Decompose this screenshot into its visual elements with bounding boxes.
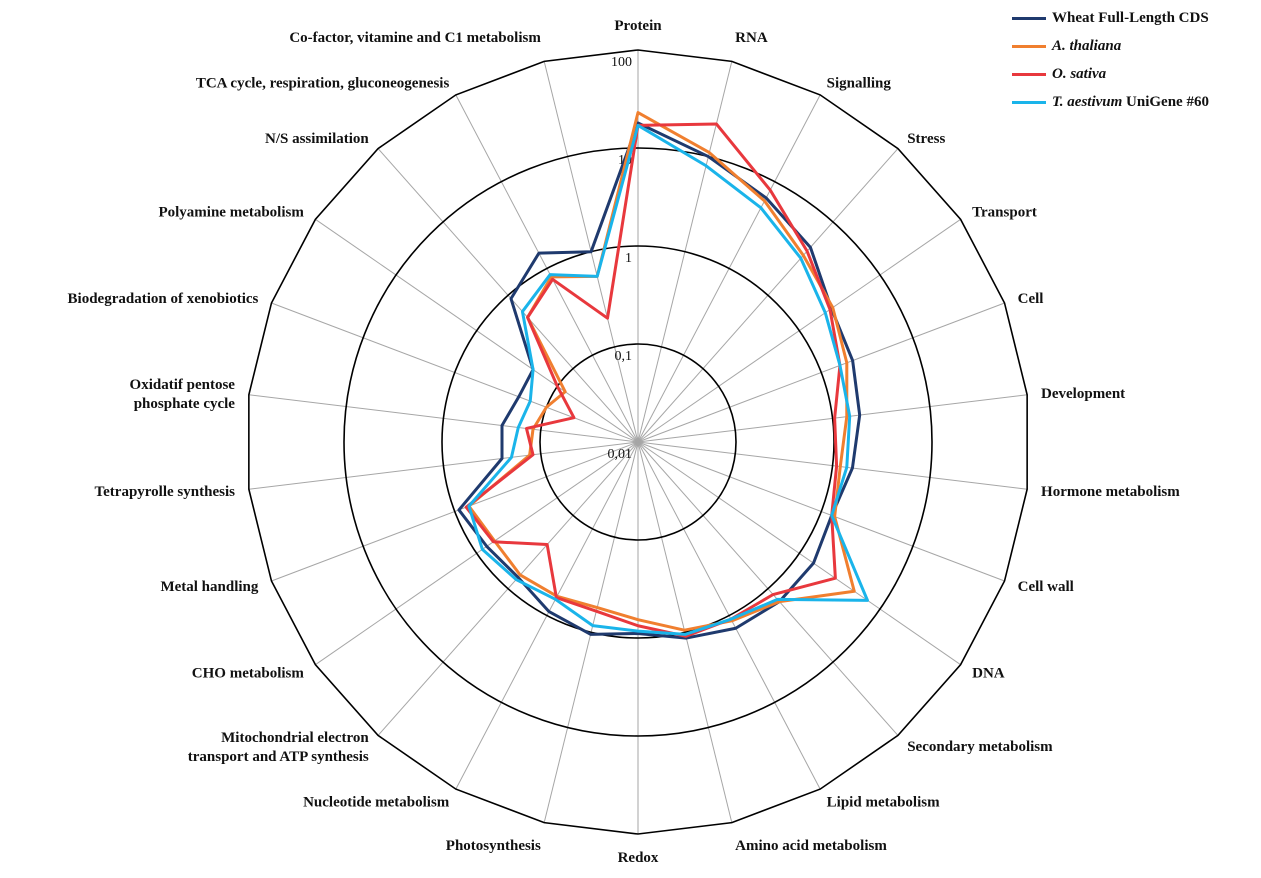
category-label: Photosynthesis <box>446 838 541 854</box>
category-label: TCA cycle, respiration, gluconeogenesis <box>196 76 450 92</box>
category-label: Development <box>1041 386 1125 402</box>
category-label: Transport <box>972 204 1037 220</box>
radar-outer-ring <box>248 49 1028 835</box>
category-label: Signalling <box>827 76 892 92</box>
tick-label: 100 <box>611 55 632 70</box>
category-label: Cell <box>1018 291 1044 307</box>
radar-grid-ring <box>441 245 835 639</box>
series-line <box>467 111 856 632</box>
category-label: Redox <box>618 850 659 866</box>
legend-swatch <box>1012 72 1046 76</box>
legend-item: O. sativa <box>1012 60 1257 88</box>
category-label: Tetrapyrolle synthesis <box>95 484 236 500</box>
category-label: Nucleotide metabolism <box>303 794 450 810</box>
category-label: Biodegradation of xenobiotics <box>68 291 259 307</box>
legend-label: O. sativa <box>1052 65 1107 82</box>
category-label: RNA <box>735 30 768 46</box>
series-line <box>464 122 842 638</box>
legend-label: Wheat Full-Length CDS <box>1052 9 1209 26</box>
legend-label: A. thaliana <box>1052 37 1122 54</box>
legend: Wheat Full-Length CDS A. thaliana O. sat… <box>1012 4 1257 116</box>
series-line <box>467 123 869 636</box>
legend-swatch <box>1012 44 1046 48</box>
category-label: N/S assimilation <box>265 131 369 147</box>
legend-item: Wheat Full-Length CDS <box>1012 4 1257 32</box>
category-label: Secondary metabolism <box>907 739 1053 755</box>
category-label: Lipid metabolism <box>827 794 940 810</box>
legend-swatch <box>1012 100 1046 104</box>
category-label: CHO metabolism <box>192 666 305 682</box>
category-label: Co-factor, vitamine and C1 metabolism <box>289 30 541 46</box>
category-label: Cell wall <box>1018 579 1074 595</box>
category-label: Stress <box>907 131 945 147</box>
radar-grid-ring <box>539 343 737 541</box>
category-label: Metal handling <box>160 579 258 595</box>
legend-item: T. aestivum UniGene #60 <box>1012 88 1257 116</box>
category-label: Oxidatif pentose phosphate cycle <box>130 377 236 412</box>
tick-label: 0,01 <box>608 447 633 462</box>
legend-label: T. aestivum UniGene #60 <box>1052 93 1209 110</box>
category-label: Amino acid metabolism <box>735 838 887 854</box>
legend-swatch <box>1012 16 1046 20</box>
category-label: DNA <box>972 666 1005 682</box>
legend-item: A. thaliana <box>1012 32 1257 60</box>
radar-grid-ring <box>343 147 933 737</box>
category-label: Mitochondrial electron transport and ATP … <box>188 730 370 765</box>
tick-label: 1 <box>625 251 632 266</box>
category-label: Hormone metabolism <box>1041 484 1180 500</box>
category-label: Protein <box>614 18 662 34</box>
tick-label: 0,1 <box>615 349 633 364</box>
category-label: Polyamine metabolism <box>158 204 304 220</box>
